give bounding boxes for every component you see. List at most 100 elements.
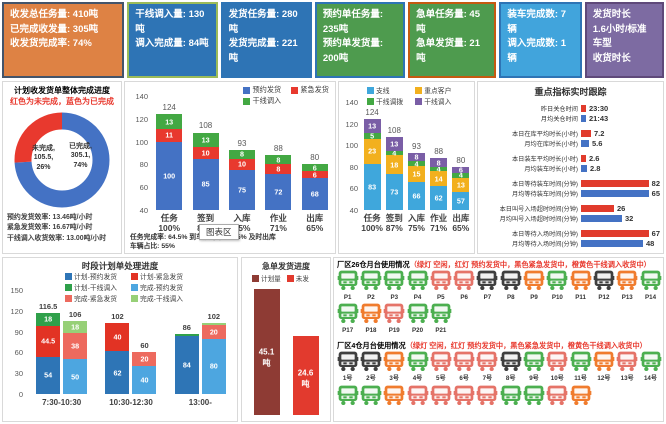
stat-line: 预约发货效率: 13.46吨/小时 <box>7 214 93 221</box>
legend-item: 紧急发货 <box>291 85 329 95</box>
percent-labels: 100%87%75%71%65% <box>151 223 333 233</box>
y-axis-tick: 140 <box>135 92 148 101</box>
dock-row: P17 P18 P19 <box>336 303 663 334</box>
kpi-cards: 收发总任务量: 410吨 已完成收发量: 305吨 收发货完成率: 74% 干线调入量… <box>2 2 664 78</box>
kpi-row-label: 月均关仓时间 <box>540 115 578 123</box>
dock-truck: 5号 <box>429 351 452 382</box>
bar-计划量: 45.1 吨 <box>253 289 280 415</box>
truck-icon <box>337 303 358 324</box>
kpi-card-0[interactable]: 收发总任务量: 410吨 已完成收发量: 305吨 收发货完成率: 74% <box>2 2 125 78</box>
bar-cell: 57 13 4 6 80 <box>450 102 472 210</box>
dock-label: P8 <box>506 294 515 301</box>
kpi-row: 本日等待装车时间(分钟) 82 <box>481 178 660 188</box>
legend-swatch <box>367 97 374 105</box>
kpi-card-6[interactable]: 发货时长 1.6小时/标准车型 收货时长 <box>584 2 664 78</box>
dock-truck: P11 <box>569 270 592 301</box>
kpi-row-value: 7.2 <box>594 128 605 138</box>
kpi-row-label: 本日装车平均时长(小时) <box>512 155 578 163</box>
legend-label: 完成-紧急发货 <box>74 296 118 303</box>
segment: 44.5 <box>36 325 61 357</box>
truck-icon <box>337 270 358 291</box>
card-line: 装车完成数: 7辆 <box>507 9 566 35</box>
plot-area: 150 120 90 60 30 0 54 44.5 18 116.5 50 38 18 106 62 40 1… <box>5 286 235 399</box>
truck-icon <box>430 352 452 372</box>
kpi-card-2[interactable]: 发货任务量: 280吨 发货完成量: 221吨 <box>220 2 312 78</box>
dock-truck: P2 <box>359 270 382 301</box>
done-bar: 50 38 18 106 <box>63 310 88 394</box>
dock-label: P10 <box>551 294 563 301</box>
truck-icon <box>407 352 428 372</box>
kpi-card-5[interactable]: 装车完成数: 7辆 调入完成数: 1辆 <box>499 2 582 78</box>
dock-label: 3号 <box>389 375 400 383</box>
legend-swatch <box>131 272 139 280</box>
segment: 50 <box>63 359 88 394</box>
dock-row: 1号 2号 3号 <box>336 351 663 382</box>
truck-icon <box>640 270 661 291</box>
kpi-card-4[interactable]: 急单任务量: 45吨 急单发货量: 21吨 <box>408 2 497 78</box>
bar-total: 106 <box>68 309 82 319</box>
timeslot-progress-chart[interactable]: 时段计划单处理进度 计划-预约发货 计划-紧急发货 计划-干线调入 完成-预约发货 完成… <box>2 257 238 422</box>
bars-area: 54 44.5 18 116.5 50 38 18 106 62 40 102 40 20 60 84 86 8… <box>27 290 235 394</box>
card-line: 1.6小时/标准车型 <box>592 23 647 50</box>
segment-干线调入: 13 <box>363 119 381 134</box>
dock-truck: P20 <box>406 303 429 334</box>
bar-cell: 85 10 13 108 <box>187 96 223 210</box>
bar-total: 88 <box>273 144 283 154</box>
truck-icon <box>383 352 405 372</box>
segment: 62 <box>105 351 130 394</box>
dock-usage-panel[interactable]: 厂区26仓月台使用情况（绿灯 空闲，红灯 预约发货中，黑色紧急发货中，橙黄色干线… <box>333 257 664 422</box>
dock-truck <box>383 385 406 410</box>
x-label: 13:00- <box>188 398 212 407</box>
truck-icon <box>477 270 498 291</box>
dock-section-title-0: 厂区26仓月台使用情况（绿灯 空闲，红灯 预约发货中，黑色紧急发货中，橙黄色干线… <box>337 260 651 269</box>
kpi-tracking-panel[interactable]: 重点指标实时跟踪 昨日关仓时间 23:30 月均关仓时间 21:43 本日在库平均时长(… <box>477 81 664 254</box>
kpi-row-label: 月均等待装车时间(分钟) <box>512 190 578 198</box>
kpi-row-value: 23:30 <box>589 103 609 113</box>
dock-truck: 13号 <box>616 351 639 382</box>
segment-干线调入: 13 <box>156 114 183 130</box>
completion-donut-panel[interactable]: 计划收发货单整体完成进度 红色为未完成，蓝色为已完成 未完成, 105.5, 26%… <box>2 81 122 254</box>
bars-area: 45.1 吨 24.6 吨 <box>242 289 330 415</box>
truck-icon <box>593 352 615 372</box>
dock-label: P5 <box>437 294 445 301</box>
dock-truck: P9 <box>522 270 545 301</box>
segment-干线调入: 8 <box>265 155 292 165</box>
truck-icon <box>523 385 545 405</box>
progress-by-type-chart[interactable]: 图表区 任务完成率: 64.5% 到车及时率: 87.5% 及时出库 车辆占比:… <box>124 81 336 254</box>
kpi-group-2: 本日装车平均时长(小时) 2.6 月均装车时长(小时) 2.8 <box>481 153 660 173</box>
chart1-footer-line2: 车辆占比: 55% <box>130 243 175 250</box>
segment-干线调入: 6 <box>452 166 470 174</box>
progress-by-line-chart[interactable]: 支线 重点客户 干线调拨 干线调入 140 120 100 80 60 40 83 23 5 13 124 7… <box>338 81 475 254</box>
kpi-card-3[interactable]: 预约单任务量: 235吨 预约单发货量: 200吨 <box>314 2 406 78</box>
kpi-row: 昨日关仓时间 23:30 <box>481 103 660 113</box>
dock-truck: P8 <box>499 270 522 301</box>
legend-label: 计划-干线调入 <box>74 285 118 292</box>
kpi-card-1[interactable]: 干线调入量: 130吨 调入完成量: 84吨 <box>127 2 218 78</box>
truck-icon <box>407 385 428 405</box>
dock-truck: P21 <box>429 303 452 334</box>
urgent-shipping-chart[interactable]: 急单发货进度 计划量 未发 45.1 吨 24.6 吨 <box>241 257 331 422</box>
x-labels: 7:30-10:30 10:30-12:30 13:00- <box>27 398 235 407</box>
bar-total: 124 <box>162 103 176 113</box>
card-line: 调入完成量: 84吨 <box>135 38 209 50</box>
bar-cell: 75 10 8 93 <box>224 96 260 210</box>
kpi-row: 月均装车时长(小时) 2.8 <box>481 163 660 173</box>
truck-icon <box>360 303 382 324</box>
bar-total: 108 <box>387 125 401 135</box>
donut-subtitle: 红色为未完成，蓝色为已完成 <box>10 97 114 106</box>
stat-line: 紧急发货效率: 16.67吨/小时 <box>7 224 93 232</box>
card-line: 发货时长 <box>592 9 631 20</box>
kpi-row-value: 2.6 <box>589 153 600 163</box>
legend-label: 干线调入 <box>252 96 282 105</box>
x-labels: 任务 签到 入库 作业 出库 <box>361 212 472 224</box>
segment-重点客户: 18 <box>385 154 403 175</box>
segment-紧急发货: 11 <box>156 129 183 142</box>
kpi-group-5: 本日等待入场时间(分钟) 67 月均等待入场时间(分钟) 48 <box>481 228 660 248</box>
bar-cell: 68 6 6 80 <box>297 96 333 210</box>
truck-icon <box>407 270 428 291</box>
legend-label: 计划量 <box>261 276 281 283</box>
truck-icon <box>430 270 452 291</box>
chart-legend: 支线 重点客户 干线调拨 干线调入 <box>367 85 451 106</box>
card-line: 预约单发货量: 200吨 <box>322 38 384 65</box>
segment: 20 <box>132 352 157 367</box>
